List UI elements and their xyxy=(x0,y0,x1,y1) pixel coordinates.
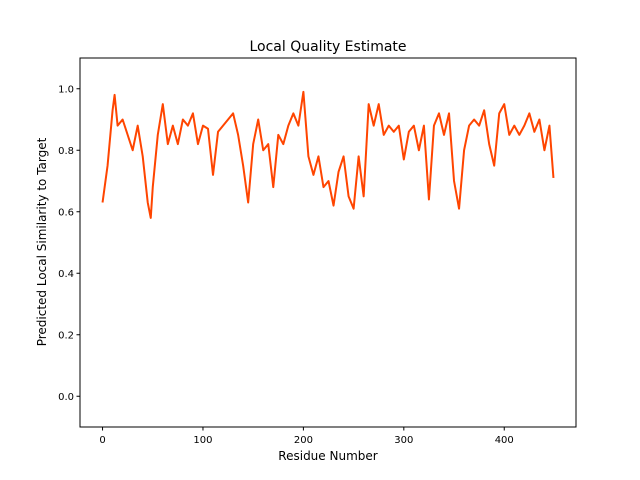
y-tick-label: 0.4 xyxy=(58,269,74,280)
y-tick-label: 1.0 xyxy=(58,84,74,95)
y-axis-label: Predicted Local Similarity to Target xyxy=(35,137,49,346)
x-tick-label: 0 xyxy=(99,435,105,446)
plot-area xyxy=(101,90,555,219)
x-axis-label: Residue Number xyxy=(278,449,377,463)
y-tick-label: 0.8 xyxy=(58,146,74,157)
y-tick-label: 0.6 xyxy=(58,207,74,218)
x-tick-label: 300 xyxy=(394,435,413,446)
x-tick-label: 400 xyxy=(495,435,514,446)
y-tick-label: 0.0 xyxy=(58,392,74,403)
axes-frame xyxy=(79,57,577,428)
y-tick-label: 0.2 xyxy=(58,330,74,341)
data-line xyxy=(101,90,555,219)
x-tick-label: 200 xyxy=(294,435,313,446)
chart-title: Local Quality Estimate xyxy=(249,39,406,55)
x-tick-label: 100 xyxy=(193,435,212,446)
